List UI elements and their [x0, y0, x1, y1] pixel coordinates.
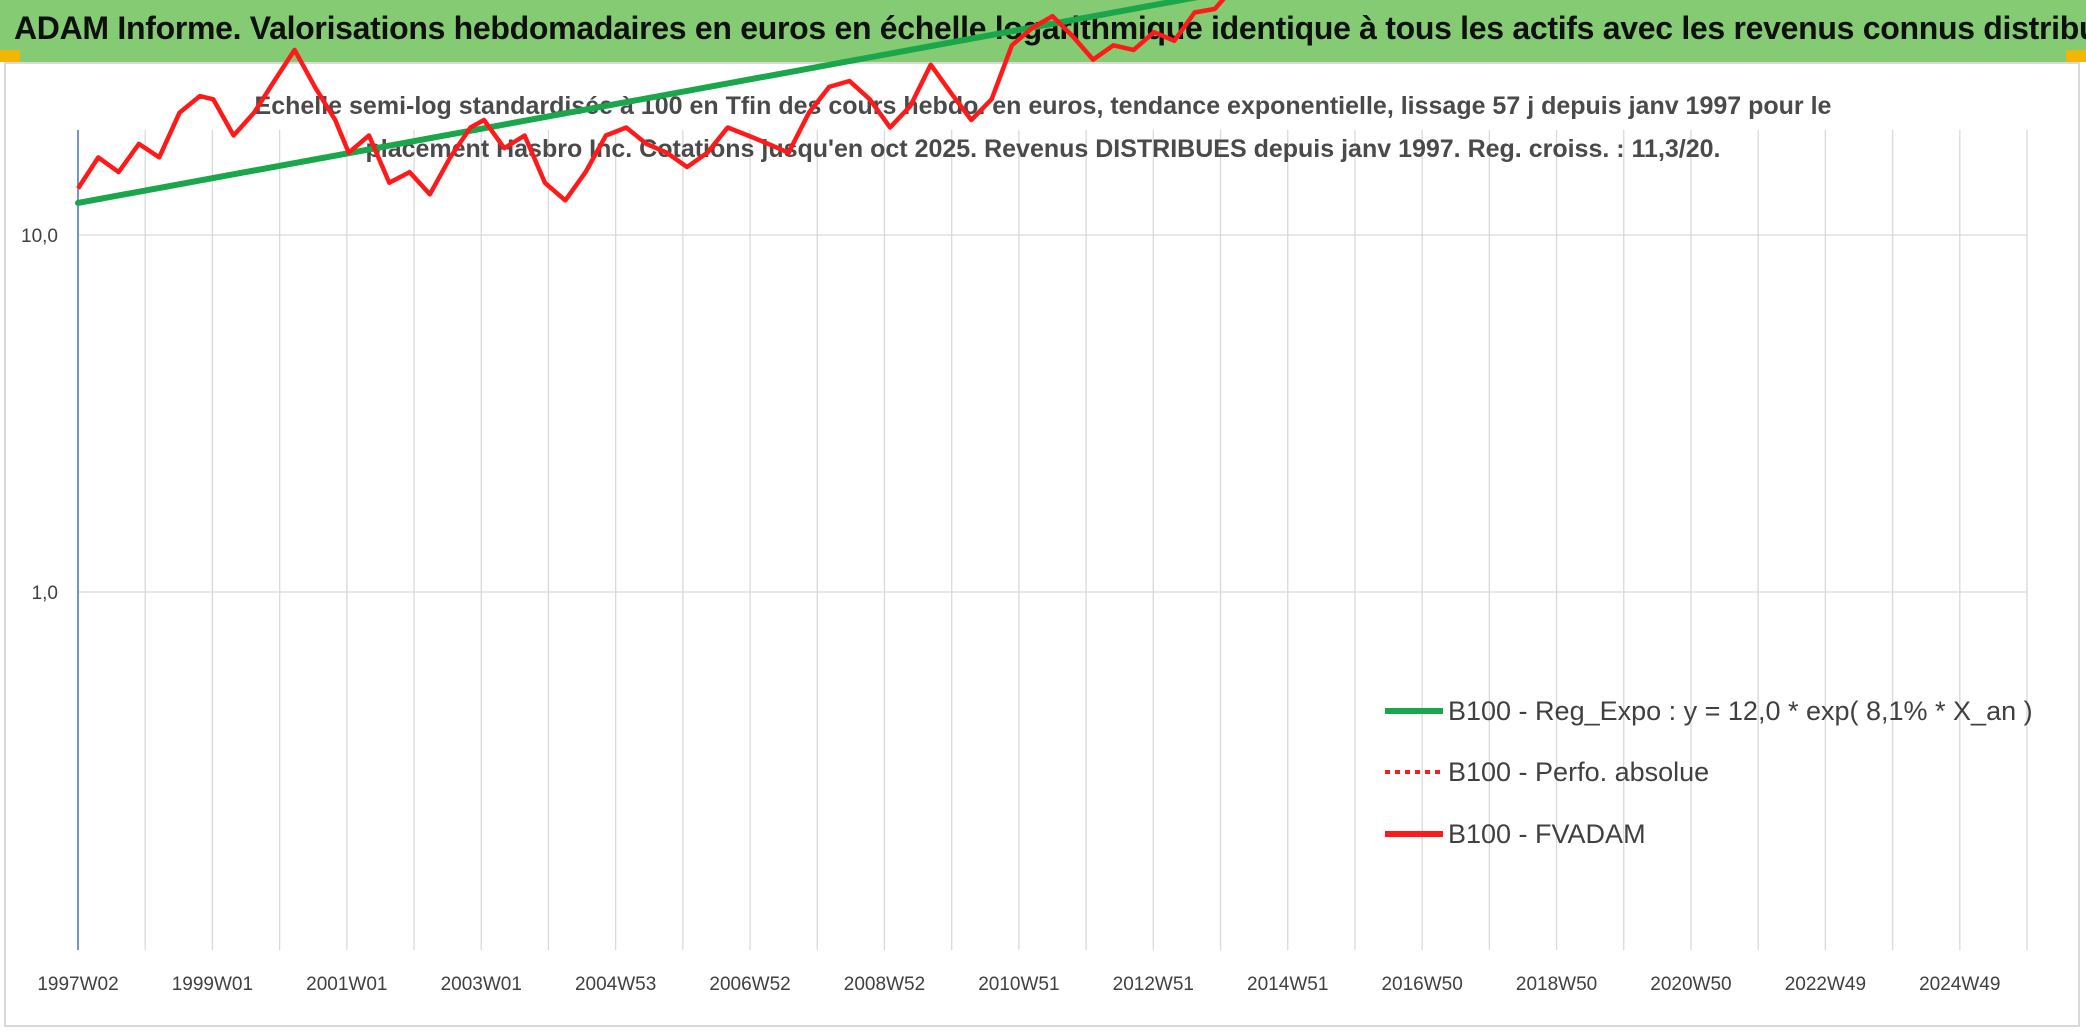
- x-tick-label: 2024W49: [1919, 974, 2000, 995]
- chart-subtitle-line-1: Echelle semi-log standardisée à 100 en T…: [255, 92, 1832, 120]
- corner-marker-right: [2066, 50, 2086, 62]
- series: [75, 0, 1226, 206]
- y-tick-label: 1,0: [32, 583, 58, 604]
- x-tick-label: 2016W50: [1381, 974, 1462, 995]
- legend-label: B100 - FVADAM: [1448, 819, 1646, 849]
- x-tick-label: 2004W53: [575, 974, 656, 995]
- legend: B100 - Reg_Expo : y = 12,0 * exp( 8,1% *…: [1385, 696, 2033, 849]
- chart-frame: [4, 62, 2080, 1027]
- y-tick-labels: 1,010,0100,0: [21, 226, 58, 604]
- x-tick-label: 2012W51: [1113, 974, 1194, 995]
- chart-subtitle-line-2: placement Hasbro Inc. Cotations jusqu'en…: [365, 135, 1720, 163]
- series-line-fvadam: [76, 0, 1226, 203]
- x-tick-label: 2022W49: [1785, 974, 1866, 995]
- x-tick-label: 2020W50: [1650, 974, 1731, 995]
- legend-label: B100 - Reg_Expo : y = 12,0 * exp( 8,1% *…: [1448, 696, 2033, 726]
- x-tick-label: 2014W51: [1247, 974, 1328, 995]
- x-tick-label: 2018W50: [1516, 974, 1597, 995]
- x-tick-label: 2003W01: [441, 974, 522, 995]
- x-tick-label: 2006W52: [709, 974, 790, 995]
- x-tick-label: 1997W02: [37, 974, 118, 995]
- series-line-regression: [75, 0, 1199, 206]
- x-tick-label: 2001W01: [306, 974, 387, 995]
- x-tick-labels: 1997W02 1999W01 2001W01 2003W01 2004W53 2006W…: [37, 974, 2000, 995]
- grid: [78, 130, 2028, 950]
- x-tick-label: 2008W52: [844, 974, 925, 995]
- corner-marker-left: [0, 50, 20, 62]
- legend-label: B100 - Perfo. absolue: [1448, 757, 1709, 787]
- y-tick-label: 10,0: [21, 226, 58, 247]
- x-tick-label: 2010W51: [978, 974, 1059, 995]
- x-tick-label: 1999W01: [172, 974, 253, 995]
